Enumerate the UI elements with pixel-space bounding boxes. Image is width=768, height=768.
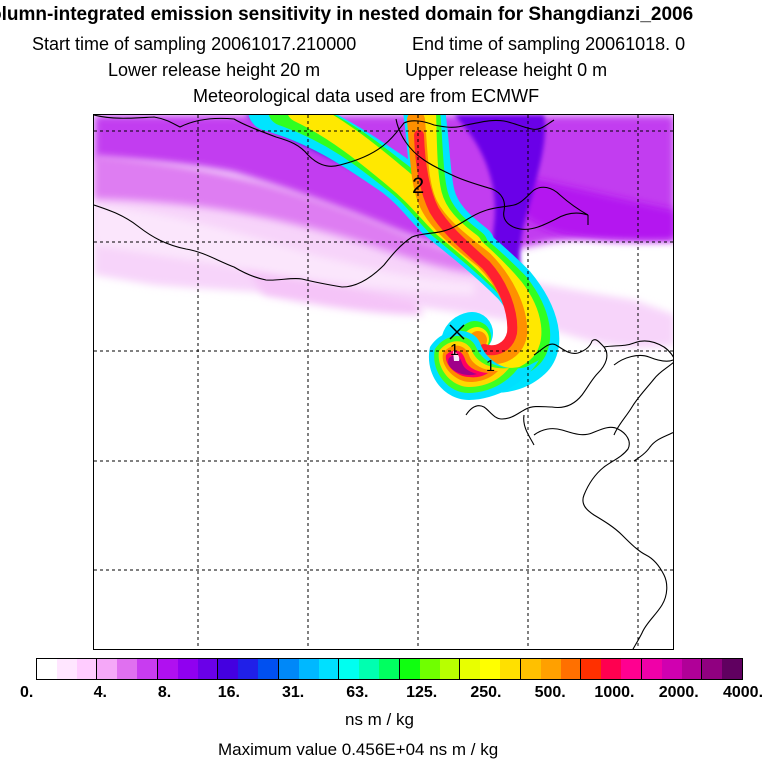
colorbar-tick-label: 500.: [534, 684, 566, 701]
colorbar-swatch: [560, 659, 582, 679]
colorbar-swatch: [702, 659, 723, 679]
colorbar-swatch: [439, 659, 461, 679]
colorbar-tick-label: 250.: [470, 684, 502, 701]
map-svg: 1 1 2: [94, 115, 673, 649]
border-north: [94, 115, 555, 167]
colorbar-swatch: [480, 659, 501, 679]
coast-korea: [613, 362, 673, 462]
colorbar-tick-label: 16.: [217, 684, 240, 701]
colorbar-swatch: [681, 659, 703, 679]
colorbar-tick-label: 1000.: [594, 684, 635, 701]
colorbar-swatch: [238, 659, 259, 679]
colorbar-swatch: [258, 659, 279, 679]
colorbar-unit-label: ns m / kg: [345, 710, 414, 729]
release-marker: [449, 324, 465, 340]
colorbar: [36, 658, 743, 680]
colorbar-swatch: [177, 659, 198, 679]
coast-bohai: [465, 215, 608, 420]
colorbar-swatch: [339, 659, 360, 679]
colorbar-swatch: [641, 659, 662, 679]
maximum-value-label: Maximum value 0.456E+04 ns m / kg: [218, 740, 499, 759]
colorbar-swatch: [97, 659, 118, 679]
colorbar-swatch: [56, 659, 77, 679]
spiral-center: [453, 351, 460, 361]
plume-spiral: [428, 330, 539, 400]
colorbar-swatch: [76, 659, 98, 679]
start-time-label: Start time of sampling 20061017.210000: [32, 34, 357, 54]
colorbar-tick-label: 0.: [20, 684, 34, 701]
grid: [94, 115, 673, 649]
colorbar-swatch: [157, 659, 178, 679]
contour-label: 2: [412, 173, 424, 198]
field-pink-patch: [244, 265, 424, 315]
coast-shandong: [533, 426, 668, 649]
colorbar-tick-label: 4.: [93, 684, 107, 701]
colorbar-swatch: [581, 659, 602, 679]
colorbar-swatch: [661, 659, 682, 679]
colorbar-swatch: [197, 659, 219, 679]
colorbar-swatch: [218, 659, 239, 679]
field-light-band: [94, 205, 474, 295]
colorbar-tick-label: 63.: [346, 684, 369, 701]
field-violet-light: [94, 155, 494, 275]
border-southeast: [523, 414, 535, 446]
colorbar-swatch: [359, 659, 380, 679]
colorbar-swatch: [460, 659, 481, 679]
colorbar-swatch: [318, 659, 340, 679]
map-panel: 1 1 2: [93, 114, 674, 650]
coast-korea-east: [613, 354, 673, 366]
colorbar-swatch: [621, 659, 642, 679]
plot-title: olumn-integrated emission sensitivity in…: [0, 4, 694, 25]
field-blue-right: [454, 115, 545, 330]
colorbar-tick-label: 31.: [281, 684, 305, 701]
lower-release-height-label: Lower release height 20 m: [108, 60, 321, 80]
border-mongolia-south: [94, 186, 589, 288]
colorbar-swatch: [298, 659, 319, 679]
colorbar-swatch: [722, 659, 742, 679]
colorbar-swatch: [419, 659, 440, 679]
receptor-marker-label: 1: [486, 358, 495, 375]
release-marker-label: 1: [450, 342, 459, 359]
colorbar-swatch: [117, 659, 138, 679]
colorbar-swatch: [137, 659, 158, 679]
colorbar-tick-label: 4000.: [722, 684, 764, 701]
upper-release-height-label: Upper release height 0 m: [405, 60, 608, 80]
colorbar-swatch: [500, 659, 521, 679]
coast-liaodong: [603, 340, 673, 358]
colorbar-swatch: [399, 659, 420, 679]
border-northeast: [395, 118, 589, 230]
colorbar-swatch: [37, 659, 57, 679]
plume-red: [414, 130, 518, 356]
colorbar-swatch: [379, 659, 400, 679]
coastlines: [94, 115, 673, 649]
colorbar-tick-label: 125.: [406, 684, 438, 701]
markers: 1 1 2: [412, 173, 495, 375]
colorbar-swatch: [520, 659, 541, 679]
end-time-label: End time of sampling 20061018. 0: [412, 34, 686, 54]
colorbar-swatch: [540, 659, 561, 679]
colorbar-tick-label: 2000.: [658, 684, 699, 701]
meteorological-data-label: Meteorological data used are from ECMWF: [193, 86, 540, 106]
field-violet-right: [514, 175, 673, 242]
colorbar-swatch: [278, 659, 299, 679]
colorbar-swatch: [601, 659, 622, 679]
colorbar-tick-label: 8.: [157, 684, 172, 701]
